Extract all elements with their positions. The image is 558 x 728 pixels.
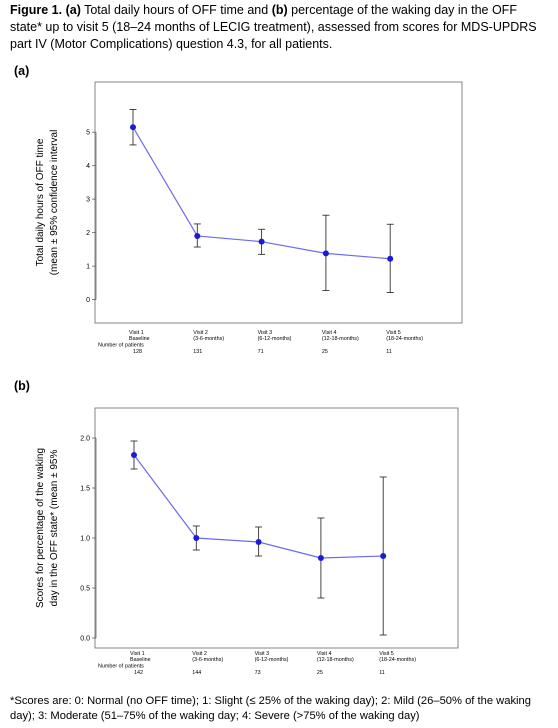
- chart-a-xtick-label: Visit 3: [258, 330, 273, 336]
- chart-b-ylabel-line2: day in the OFF state* (mean ± 95%: [49, 450, 60, 607]
- chart-b-xtick-label: Visit 1: [130, 651, 145, 657]
- chart-a-data-point: [130, 124, 136, 131]
- chart-b-patient-count: 73: [255, 670, 261, 676]
- chart-a-patient-count: 131: [193, 349, 202, 355]
- panel-b-label: (b): [14, 379, 30, 393]
- chart-a-ytick-label: 5: [86, 130, 90, 137]
- chart-b-xtick-label: Visit 3: [255, 651, 270, 657]
- caption-text-2: percentage of the waking day in the OFF …: [10, 3, 537, 51]
- panel-a-label: (a): [14, 64, 30, 78]
- chart-a-ytick-label: 0: [86, 297, 90, 304]
- chart-b-patient-count: 25: [317, 670, 323, 676]
- chart-b-plot-frame: [94, 407, 459, 649]
- chart-a-data-point: [258, 238, 265, 245]
- chart-b-xtick-sublabel: (18-24-months): [379, 657, 416, 663]
- figure-caption: Figure 1. (a) Total daily hours of OFF t…: [10, 2, 550, 53]
- chart-b-patient-count: 11: [379, 670, 385, 676]
- chart-a-patients-label-2: patients: [125, 343, 144, 349]
- chart-b-data-point: [131, 452, 137, 458]
- chart-b-patient-count: 144: [192, 670, 201, 676]
- chart-a-ytick-label: 4: [86, 163, 90, 170]
- chart-a-data-point: [194, 232, 201, 239]
- chart-b-xtick-sublabel: (12-18-months): [317, 657, 354, 663]
- chart-b-patients-label-2: patients: [125, 664, 144, 670]
- chart-b-ytick-label: 0.5: [80, 586, 90, 593]
- chart-a-xtick-label: Visit 4: [322, 330, 337, 336]
- chart-a-xtick-sublabel: (18-24-months): [386, 336, 423, 342]
- chart-b-ytick-label: 2.0: [80, 436, 90, 443]
- chart-b-xtick-label: Visit 5: [379, 651, 394, 657]
- chart-b-ylabel-line1: Scores for percentage of the waking: [35, 448, 46, 608]
- chart-a-data-point: [387, 255, 394, 262]
- chart-a-xtick-label: Visit 2: [193, 330, 208, 336]
- chart-b-xtick-sublabel: (6-12-months): [255, 657, 289, 663]
- chart-a-xtick-sublabel: (12-18-months): [322, 336, 359, 342]
- chart-b-ytick-label: 1.0: [80, 536, 90, 543]
- chart-b-xtick-label: Visit 2: [192, 651, 207, 657]
- chart-b-ytick-label: 1.5: [80, 486, 90, 493]
- chart-a-ylabel-line1: Total daily hours of OFF time: [35, 138, 46, 266]
- chart-b-data-point: [255, 539, 262, 545]
- chart-b-ytick-label: 0.0: [80, 636, 90, 643]
- footnote: *Scores are: 0: Normal (no OFF time); 1:…: [10, 695, 531, 722]
- chart-a-ytick-label: 3: [86, 197, 90, 204]
- chart-a-ytick-label: 2: [86, 230, 90, 237]
- chart-b-patients-label: Number of: [98, 664, 124, 670]
- figure-number: Figure 1.: [10, 3, 63, 17]
- caption-b-marker: (b): [271, 3, 288, 17]
- chart-a-xtick-label: Visit 1: [129, 330, 144, 336]
- chart-a-ylabel-line2: (mean ± 95% confidence interval: [49, 130, 60, 276]
- chart-b-data-point: [380, 553, 387, 559]
- chart-b: Scores for percentage of the waking day …: [35, 407, 459, 676]
- chart-b-patient-count: 142: [134, 670, 143, 676]
- chart-a-ylabel: Total daily hours of OFF time (mean ± 95…: [35, 130, 60, 276]
- chart-a-patient-count: 25: [322, 349, 328, 355]
- chart-a-ytick-label: 1: [86, 264, 90, 271]
- chart-a-xtick-label: Visit 5: [386, 330, 401, 336]
- chart-b-ylabel: Scores for percentage of the waking day …: [35, 448, 60, 608]
- chart-b-xtick-sublabel: (3-6-months): [192, 657, 223, 663]
- chart-b-xtick-label: Visit 4: [317, 651, 332, 657]
- chart-a-patients-label: Number of: [98, 343, 124, 349]
- caption-a-marker: (a): [65, 3, 81, 17]
- chart-a-patient-count: 11: [386, 349, 392, 355]
- chart-b-data-point: [193, 535, 200, 541]
- chart-a-xtick-sublabel: Baseline: [129, 336, 150, 342]
- chart-b-xtick-sublabel: Baseline: [130, 657, 151, 663]
- chart-a-plot-frame: [94, 81, 463, 324]
- chart-a-patient-count: 128: [133, 349, 142, 355]
- caption-text-1: Total daily hours of OFF time and: [80, 3, 272, 17]
- chart-a-xtick-sublabel: (6-12-months): [258, 336, 292, 342]
- chart-a-xtick-sublabel: (3-6-months): [193, 336, 224, 342]
- chart-b-data-point: [317, 555, 324, 561]
- chart-a: Total daily hours of OFF time (mean ± 95…: [35, 81, 463, 355]
- chart-a-data-point: [322, 250, 329, 257]
- chart-a-patient-count: 71: [258, 349, 264, 355]
